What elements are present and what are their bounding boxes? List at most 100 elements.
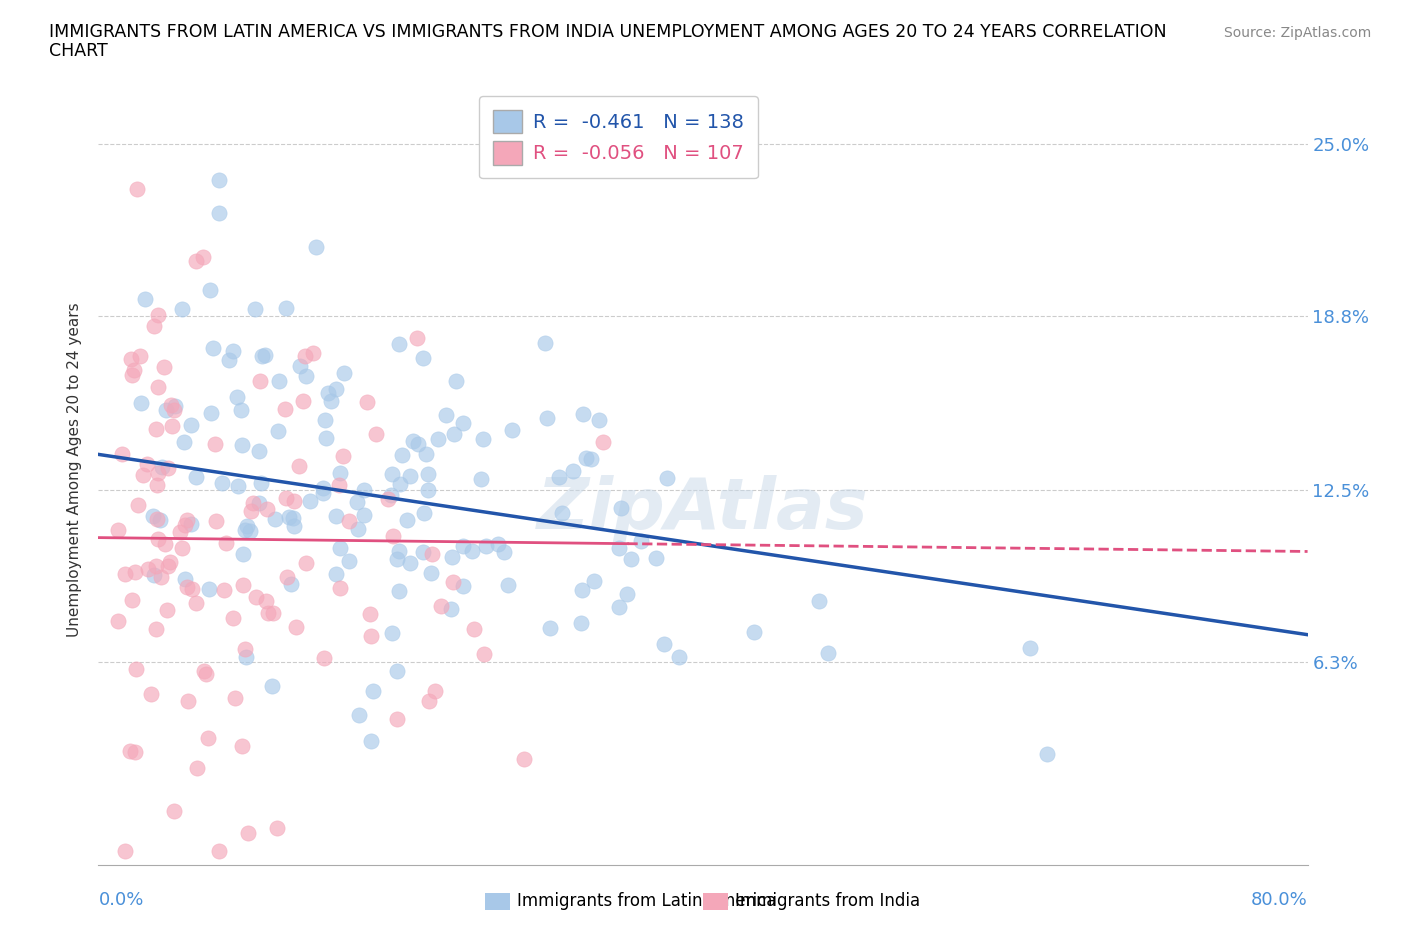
Point [440,550,463,565]
Point [155,403,177,418]
Point [121,352,143,366]
Point [274,401,297,416]
Point [429,599,451,614]
Point [328,477,350,492]
Point [332,449,354,464]
Point [398,469,420,484]
Point [152,359,174,374]
Point [257,606,280,621]
Point [235,523,257,538]
Point [207,206,229,220]
Point [419,565,441,580]
Point [295,368,318,383]
Point [222,343,245,358]
Point [398,555,420,570]
Point [329,465,352,480]
Point [290,358,312,373]
Point [475,538,498,553]
Point [425,684,447,698]
Point [211,475,233,490]
Point [295,555,318,570]
Point [657,472,679,486]
Point [536,410,558,425]
Point [329,581,352,596]
Point [388,543,411,558]
Point [180,516,202,531]
Point [571,406,593,421]
Point [347,708,370,723]
Point [434,408,457,423]
Point [817,645,839,660]
Point [256,502,278,517]
Point [136,457,159,472]
Point [114,567,136,582]
Point [391,448,413,463]
Point [247,444,270,458]
Point [492,545,515,560]
Point [215,535,238,550]
Point [224,691,246,706]
Point [312,485,335,500]
Point [191,249,214,264]
Point [267,423,290,438]
Point [356,394,378,409]
Point [121,592,143,607]
Point [231,738,253,753]
Point [200,405,222,420]
Point [579,451,602,466]
Point [538,620,561,635]
Point [124,745,146,760]
Point [610,500,633,515]
Point [253,348,276,363]
Point [451,579,474,594]
Point [451,416,474,431]
Point [238,825,260,840]
Point [406,437,429,452]
Point [239,503,262,518]
Point [245,590,267,604]
Point [470,472,492,486]
Point [513,751,536,766]
Point [569,616,592,631]
Point [170,541,193,556]
Point [385,711,408,726]
Point [235,649,257,664]
Text: 80.0%: 80.0% [1251,891,1308,909]
Point [142,508,165,523]
Point [143,567,166,582]
Point [236,519,259,534]
Point [148,379,170,394]
Point [472,432,495,446]
Point [299,494,322,509]
Point [129,349,152,364]
Point [136,562,159,577]
Point [412,351,434,365]
Point [463,622,485,637]
Point [131,467,153,482]
Point [155,537,177,551]
Point [143,318,166,333]
Point [415,447,437,462]
Point [141,686,163,701]
Point [501,422,523,437]
Point [388,337,411,352]
Point [315,431,337,445]
Point [616,587,638,602]
Point [222,611,245,626]
Point [207,173,229,188]
Point [652,637,675,652]
Point [302,345,325,360]
Point [127,181,149,196]
Point [266,820,288,835]
Point [205,514,228,529]
Point [127,498,149,512]
Point [260,678,283,693]
Point [239,524,262,538]
Point [249,374,271,389]
Point [312,481,335,496]
Point [146,308,169,323]
Point [129,395,152,410]
Point [592,434,614,449]
Point [233,642,256,657]
Text: ZipAtlas: ZipAtlas [537,474,869,544]
